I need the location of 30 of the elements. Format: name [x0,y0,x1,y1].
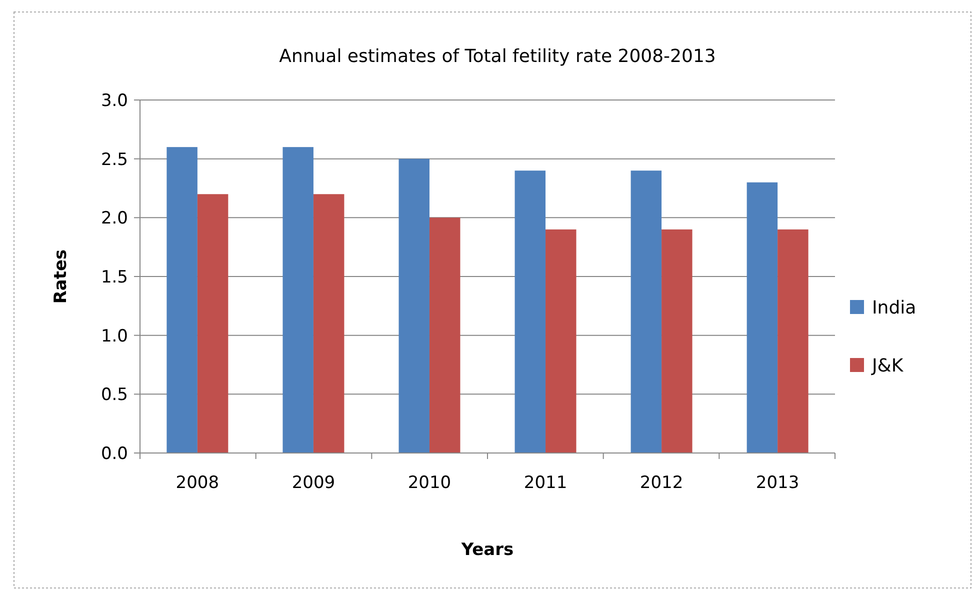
bar [778,229,808,453]
y-tick-label: 2.5 [100,150,128,170]
x-tick-label: 2010 [408,473,452,493]
bar [662,229,692,453]
y-tick-label: 2.0 [100,208,128,229]
x-tick-label: 2013 [756,473,800,493]
x-tick-label: 2008 [176,473,220,493]
x-tick-label: 2009 [292,473,336,493]
x-tick-label: 2012 [640,473,684,493]
x-axis-title: Years [460,540,514,560]
bar [546,229,576,453]
bar [398,158,430,453]
bar [630,170,662,453]
y-tick-label: 0.0 [100,444,128,464]
bar [429,218,460,453]
chart-title: Annual estimates of Total fetility rate 2008-2013 [279,46,716,67]
y-tick-label: 1.0 [100,326,128,346]
bar [197,194,228,453]
y-tick-label: 3.0 [100,90,128,111]
y-tick-label: 0.5 [100,385,128,406]
legend-label: India [872,297,916,318]
y-axis-title: Rates [51,249,71,304]
bar [166,147,198,453]
bar [282,147,314,453]
legend-label: J&K [871,355,904,376]
bar [514,170,546,453]
bar [746,182,778,453]
bar [313,194,344,453]
y-tick-label: 1.5 [100,267,128,288]
x-tick-label: 2011 [524,473,568,493]
